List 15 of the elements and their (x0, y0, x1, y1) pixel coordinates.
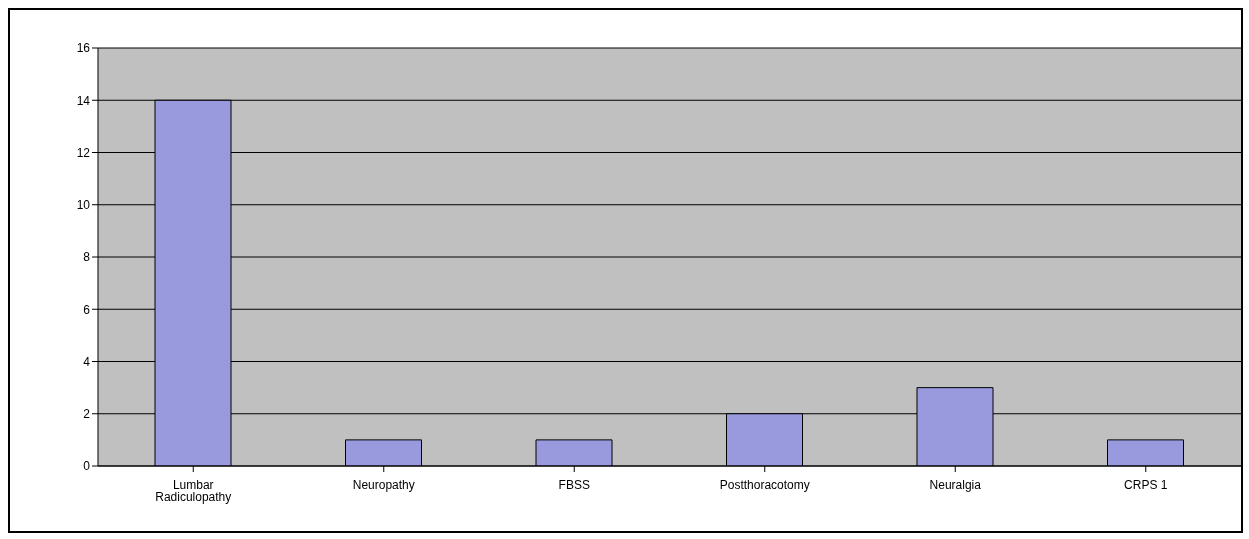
y-tick-label: 4 (83, 354, 91, 369)
x-tick-label: CRPS 1 (1124, 477, 1168, 492)
y-tick-label: 16 (76, 41, 91, 56)
y-tick-label: 2 (83, 407, 91, 422)
y-tick-label: 8 (83, 250, 91, 265)
x-tick-label: Neuropathy (352, 477, 415, 492)
y-tick-label: 12 (76, 145, 91, 160)
y-tick-label: 6 (83, 302, 91, 317)
x-tick-label: Neuralgia (929, 477, 982, 492)
x-tick-label: Postthoracotomy (719, 477, 810, 492)
x-tick-label: Lumbar Radiculopathy (155, 477, 232, 504)
x-tick-label: FBSS (558, 477, 590, 492)
y-tick-label: 10 (76, 198, 91, 213)
y-tick-label: 14 (76, 93, 91, 108)
y-tick-label: 0 (83, 459, 91, 474)
